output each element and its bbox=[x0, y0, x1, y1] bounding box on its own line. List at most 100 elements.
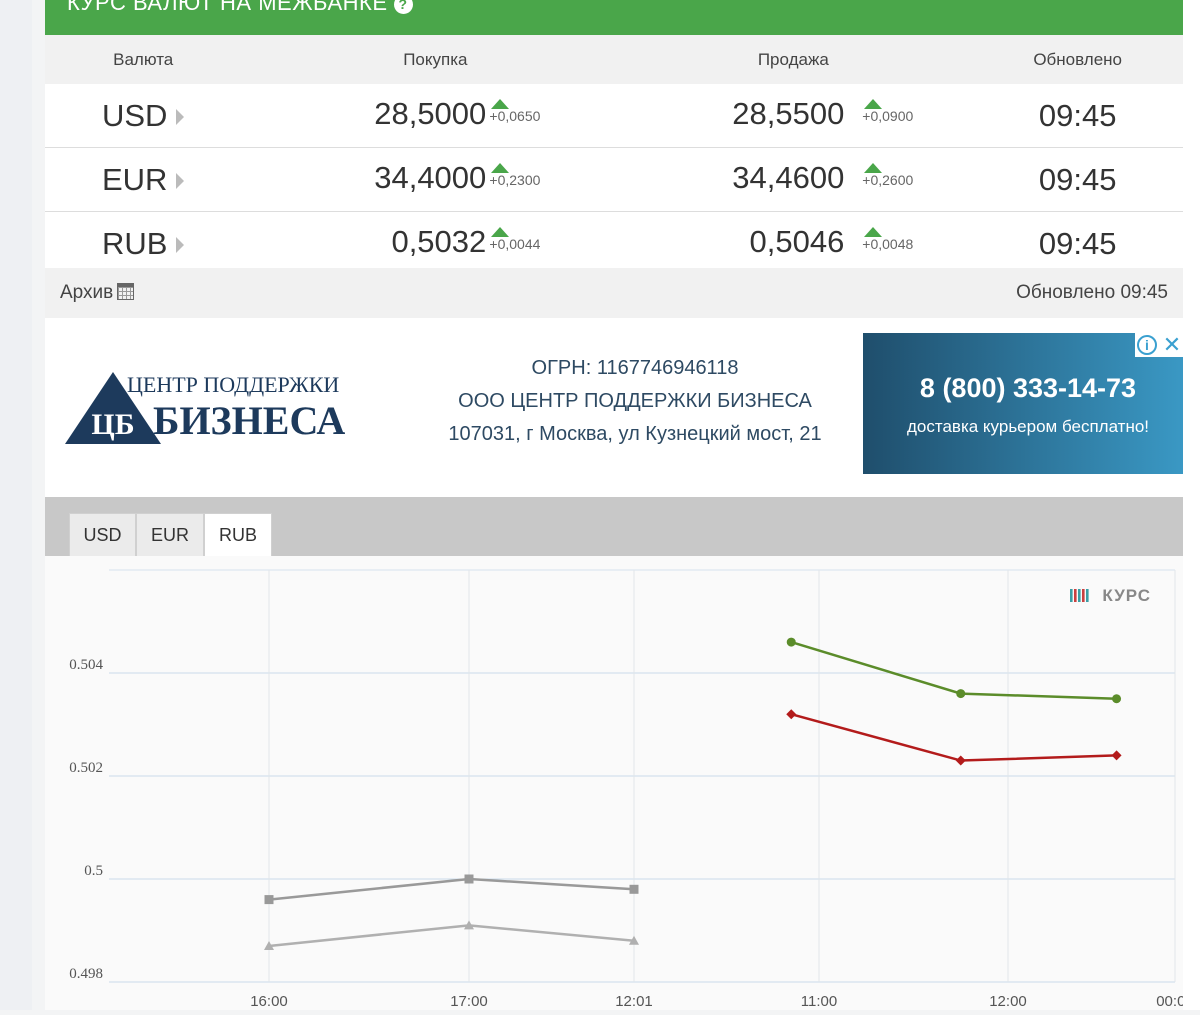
arrow-up-icon bbox=[491, 99, 510, 109]
ad-phone-box[interactable]: 8 (800) 333-14-73 доставка курьером бесп… bbox=[863, 333, 1183, 474]
data-point bbox=[1111, 750, 1122, 761]
x-tick-label: 17:00 bbox=[450, 993, 488, 1010]
archive-link[interactable]: Архив bbox=[60, 282, 135, 304]
rates-header-row: Валюта Покупка Продажа Обновлено bbox=[45, 35, 1183, 84]
buy-cell: 34,4000 +0,2300 bbox=[241, 147, 615, 212]
arrow-up-icon bbox=[491, 163, 510, 173]
rate-row-eur[interactable]: EUR 34,4000 +0,2300 34,4600 +0,2600 09:4… bbox=[45, 147, 1183, 212]
interbank-header: КУРС ВАЛЮТ НА МЕЖБАНКЕ? bbox=[45, 0, 1183, 35]
y-tick-label: 0.504 bbox=[69, 657, 103, 673]
buy-cell: 28,5000 +0,0650 bbox=[241, 84, 615, 148]
buy-change: +0,0044 bbox=[489, 227, 559, 252]
calendar-icon bbox=[117, 283, 135, 300]
ad-delivery-note: доставка курьером бесплатно! bbox=[906, 417, 1150, 436]
col-updated: Обновлено bbox=[972, 35, 1183, 84]
svg-text:БИЗНЕСА: БИЗНЕСА bbox=[153, 398, 345, 443]
sell-change: +0,2600 bbox=[862, 163, 932, 188]
currency-link[interactable]: USD bbox=[45, 84, 242, 148]
data-point bbox=[786, 637, 796, 647]
page-right-margin bbox=[1183, 0, 1200, 1010]
y-tick-label: 0.5 bbox=[84, 863, 103, 879]
y-tick-label: 0.498 bbox=[69, 966, 103, 982]
buy-value: 28,5000 bbox=[374, 96, 487, 131]
arrow-up-icon bbox=[864, 227, 883, 237]
ad-company-info: ОГРН: 1167746946118 ООО ЦЕНТР ПОДДЕРЖКИ … bbox=[415, 352, 855, 451]
svg-text:ЦЕНТР ПОДДЕРЖКИ: ЦЕНТР ПОДДЕРЖКИ bbox=[127, 372, 339, 397]
arrow-up-icon bbox=[864, 99, 883, 109]
tab-usd[interactable]: USD bbox=[69, 513, 136, 556]
info-icon[interactable]: i bbox=[1137, 335, 1157, 355]
arrow-up-icon bbox=[491, 227, 510, 237]
x-tick-label: 12:01 bbox=[615, 993, 653, 1010]
currency-widget: КУРС ВАЛЮТ НА МЕЖБАНКЕ? Валюта Покупка П… bbox=[45, 0, 1194, 1010]
x-tick-label: 11:00 bbox=[801, 993, 837, 1010]
brand-bars-icon bbox=[1082, 589, 1085, 602]
business-logo: ЦБ ЦЕНТР ПОДДЕРЖКИ БИЗНЕСА bbox=[65, 372, 345, 444]
buy-value: 34,4000 bbox=[374, 160, 487, 195]
ad-phone: 8 (800) 333-14-73 bbox=[919, 373, 1137, 403]
chevron-right-icon bbox=[176, 109, 185, 126]
sell-cell: 28,5500 +0,0900 bbox=[614, 84, 973, 148]
buy-change: +0,0650 bbox=[489, 99, 559, 124]
archive-bar: Архив Обновлено 09:45 bbox=[45, 268, 1183, 318]
data-point bbox=[956, 689, 966, 699]
sell-change: +0,0900 bbox=[862, 99, 932, 124]
page-left-margin bbox=[0, 0, 32, 1010]
chart-brand-label: КУРС bbox=[1102, 586, 1151, 605]
updated-time: 09:45 bbox=[972, 211, 1183, 276]
col-currency: Валюта bbox=[45, 35, 242, 84]
brand-bars-icon bbox=[1074, 589, 1077, 602]
col-buy: Покупка bbox=[241, 35, 615, 84]
data-point bbox=[955, 755, 966, 766]
buy-value: 0,5032 bbox=[391, 224, 487, 259]
buy-cell: 0,5032 +0,0044 bbox=[241, 211, 615, 276]
sell-cell: 34,4600 +0,2600 bbox=[614, 147, 973, 212]
sell-value: 0,5046 bbox=[749, 224, 845, 259]
sell-cell: 0,5046 +0,0048 bbox=[614, 211, 973, 276]
close-icon[interactable]: ✕ bbox=[1162, 332, 1182, 357]
ad-address: 107031, г Москва, ул Кузнецкий мост, 21 bbox=[448, 423, 822, 445]
chart-svg: 0.498 0.5 0.502 0.504 16:00 17:00 12:01 11:00 12… bbox=[69, 569, 1194, 1010]
data-point bbox=[1112, 694, 1122, 704]
currency-link[interactable]: RUB bbox=[45, 211, 242, 276]
x-tick-label: 00:00 bbox=[1156, 993, 1183, 1010]
rate-row-usd[interactable]: USD 28,5000 +0,0650 28,5500 +0,0900 09:4… bbox=[45, 84, 1183, 148]
data-point bbox=[629, 935, 639, 945]
data-point bbox=[786, 709, 797, 720]
series-line bbox=[790, 640, 1117, 700]
data-point bbox=[264, 895, 274, 905]
svg-text:ЦБ: ЦБ bbox=[91, 408, 134, 441]
brand-bars-icon bbox=[1086, 589, 1089, 602]
updated-time: 09:45 bbox=[972, 147, 1183, 212]
series-line bbox=[790, 712, 1117, 762]
ad-company-name: ООО ЦЕНТР ПОДДЕРЖКИ БИЗНЕСА bbox=[458, 390, 812, 412]
data-point bbox=[264, 940, 274, 950]
data-point bbox=[464, 874, 474, 884]
sell-value: 28,5500 bbox=[732, 96, 845, 131]
rates-table: Валюта Покупка Продажа Обновлено USD 28,… bbox=[45, 35, 1183, 276]
x-tick-label: 12:00 bbox=[989, 993, 1027, 1010]
archive-updated: Обновлено 09:45 bbox=[1016, 282, 1168, 303]
sell-value: 34,4600 bbox=[732, 160, 845, 195]
brand-bars-icon bbox=[1070, 589, 1073, 602]
chevron-right-icon bbox=[176, 237, 185, 254]
currency-tabs: USD EUR RUB bbox=[45, 497, 1183, 556]
tab-rub[interactable]: RUB bbox=[204, 513, 272, 556]
data-point bbox=[629, 884, 639, 894]
data-point bbox=[464, 920, 474, 930]
series-line bbox=[268, 877, 635, 901]
ad-banner[interactable]: ЦБ ЦЕНТР ПОДДЕРЖКИ БИЗНЕСА ОГРН: 1167746… bbox=[45, 318, 1183, 498]
help-icon[interactable]: ? bbox=[393, 0, 413, 14]
arrow-up-icon bbox=[864, 163, 883, 173]
currency-link[interactable]: EUR bbox=[45, 147, 242, 212]
sell-change: +0,0048 bbox=[862, 227, 932, 252]
rate-chart: 0.498 0.5 0.502 0.504 16:00 17:00 12:01 11:00 12… bbox=[45, 556, 1194, 1010]
y-tick-label: 0.502 bbox=[69, 760, 103, 776]
ad-ogrn: ОГРН: 1167746946118 bbox=[531, 357, 739, 379]
rate-row-rub[interactable]: RUB 0,5032 +0,0044 0,5046 +0,0048 09:45 bbox=[45, 211, 1183, 276]
x-tick-label: 16:00 bbox=[250, 993, 288, 1010]
series-line bbox=[268, 924, 635, 948]
interbank-title: КУРС ВАЛЮТ НА МЕЖБАНКЕ? bbox=[67, 0, 413, 14]
tab-eur[interactable]: EUR bbox=[136, 513, 204, 556]
chevron-right-icon bbox=[176, 173, 185, 190]
